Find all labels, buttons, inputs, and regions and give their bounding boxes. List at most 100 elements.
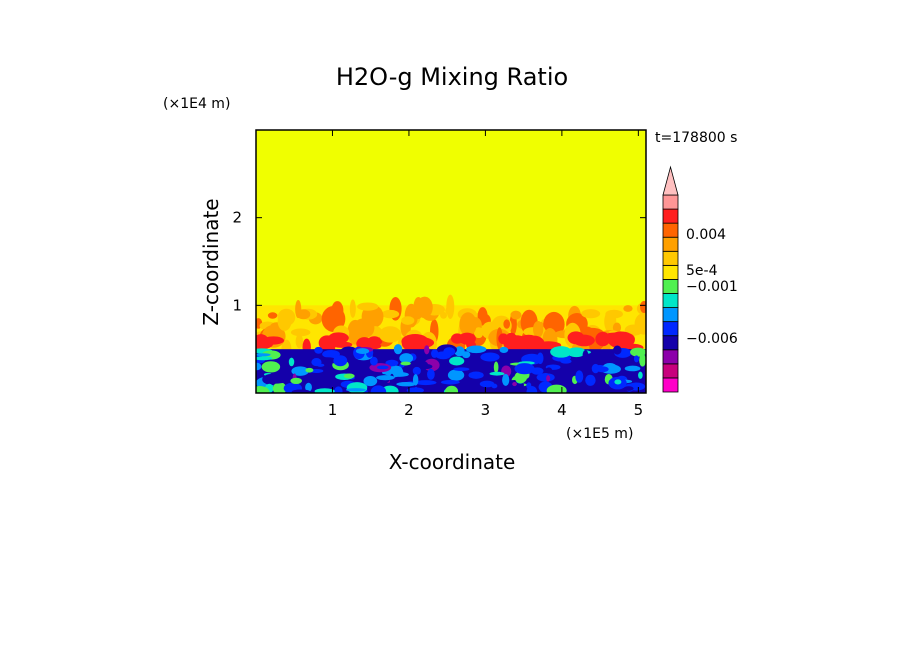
texture-blob: [376, 365, 389, 370]
colorbar-segment: [662, 377, 679, 393]
texture-blob: [638, 371, 643, 379]
colorbar-label: −0.006: [686, 331, 738, 347]
texture-blob: [331, 341, 353, 348]
texture-blob: [602, 332, 626, 344]
texture-blob: [314, 346, 323, 354]
texture-blob: [399, 353, 414, 364]
colorbar-segment: [662, 349, 679, 365]
x-axis-label: X-coordinate: [389, 450, 516, 474]
texture-blob: [634, 313, 646, 335]
x-tick-label: 2: [404, 401, 414, 419]
texture-blob: [412, 366, 421, 375]
texture-blob: [385, 359, 399, 367]
colorbar-segment: [662, 250, 679, 266]
texture-blob: [376, 375, 395, 381]
x-tick-label: 5: [634, 401, 644, 419]
texture-blob: [502, 374, 510, 386]
texture-blob: [305, 367, 314, 373]
colorbar-segment: [662, 321, 679, 337]
colorbar: 0.004 5e-4−0.001 −0.006: [662, 165, 738, 393]
texture-blob: [288, 357, 295, 367]
texture-blob: [596, 366, 609, 373]
texture-blob: [290, 377, 303, 384]
texture-blob: [355, 348, 370, 355]
x-tick-label: 4: [557, 401, 567, 419]
colorbar-segment: [662, 293, 679, 308]
colorbar-segment: [662, 264, 679, 280]
texture-blob: [503, 319, 511, 329]
texture-blob: [256, 362, 262, 371]
texture-blob: [334, 386, 343, 393]
texture-blob: [427, 368, 435, 380]
y-axis-label: Z-coordinate: [199, 198, 223, 325]
colorbar-segment: [662, 279, 679, 294]
texture-blob: [526, 386, 538, 393]
texture-blob: [623, 386, 634, 391]
texture-blob: [421, 364, 433, 370]
texture-blob: [311, 358, 322, 367]
texture-blob: [581, 309, 601, 319]
texture-blob: [537, 342, 558, 349]
texture-blob: [296, 309, 311, 320]
texture-blob: [353, 318, 375, 339]
texture-blob: [272, 382, 287, 393]
texture-blob: [445, 385, 459, 393]
time-label: t=178800 s: [655, 130, 737, 146]
plot-area: [256, 130, 646, 393]
texture-blob: [546, 384, 567, 393]
colorbar-segment: [662, 236, 679, 252]
texture-blob: [413, 339, 428, 352]
texture-blob: [446, 294, 455, 319]
texture-blob: [588, 386, 608, 393]
texture-blob: [363, 375, 378, 387]
chart-title: H2O-g Mixing Ratio: [336, 63, 568, 91]
texture-blob: [295, 334, 304, 349]
x-tick-label: 1: [328, 401, 338, 419]
colorbar-segment: [662, 363, 679, 379]
texture-blob: [479, 380, 495, 388]
texture-blob: [414, 380, 437, 386]
texture-blob: [318, 335, 336, 351]
texture-blob: [473, 327, 484, 339]
texture-blob: [640, 300, 646, 314]
texture-blob: [605, 309, 623, 319]
colorbar-label: −0.001: [686, 279, 738, 295]
texture-blob: [510, 310, 522, 320]
colorbar-label: 0.004: [686, 227, 726, 243]
texture-blob: [514, 363, 535, 375]
texture-blob: [453, 367, 470, 372]
texture-blob: [357, 302, 379, 311]
texture-blob: [393, 344, 403, 355]
texture-blob: [343, 373, 355, 379]
texture-blob: [370, 338, 383, 345]
texture-blob: [331, 301, 344, 320]
texture-blob: [305, 382, 312, 392]
colorbar-extension: [662, 165, 679, 196]
texture-blob: [639, 353, 646, 367]
texture-blob: [400, 361, 411, 366]
texture-blob: [349, 299, 356, 318]
texture-blob: [498, 333, 509, 345]
texture-blob: [550, 346, 572, 358]
texture-blob: [614, 379, 622, 385]
x-axis: 1 2 3 4 5: [328, 130, 643, 419]
texture-blob: [370, 356, 378, 366]
texture-blob: [624, 365, 641, 372]
texture-blob: [256, 353, 271, 357]
texture-blob: [333, 355, 348, 367]
texture-blob: [318, 357, 336, 362]
texture-blob: [390, 372, 409, 377]
texture-blob: [445, 306, 453, 315]
texture-blob: [256, 356, 273, 361]
texture-blob: [489, 371, 505, 376]
y-axis: 12: [232, 209, 646, 314]
texture-blob: [412, 374, 419, 386]
x-scale-label: (×1E5 m): [566, 426, 633, 442]
texture-blob: [468, 371, 484, 379]
texture-blob: [262, 336, 285, 345]
texture-blob: [256, 386, 270, 393]
colorbar-segment: [662, 307, 679, 323]
colorbar-label: 5e-4: [686, 263, 718, 279]
texture-blob: [440, 380, 460, 385]
